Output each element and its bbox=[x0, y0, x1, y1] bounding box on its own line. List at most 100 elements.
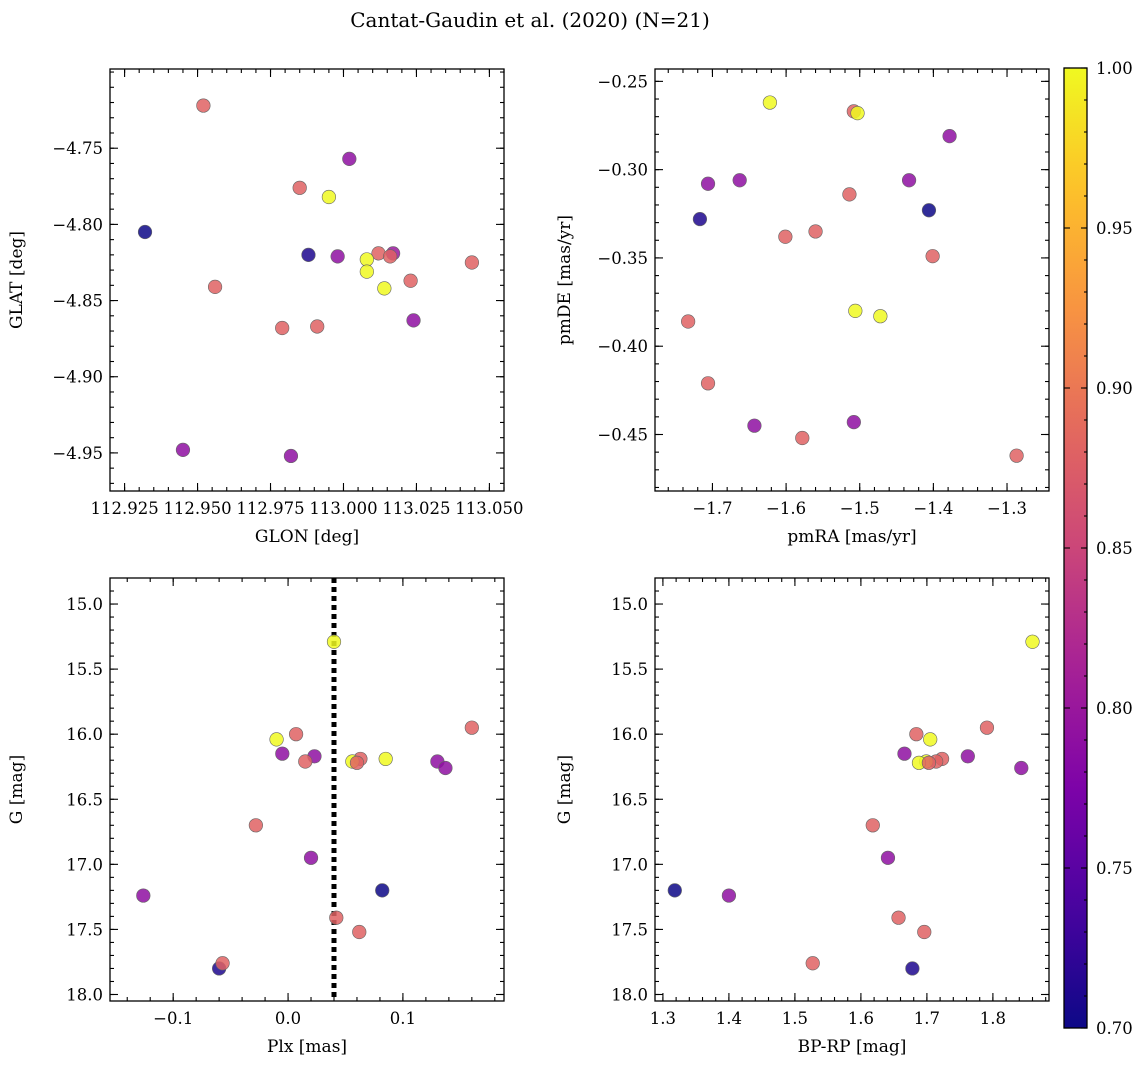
y-tick-label: −0.45 bbox=[597, 425, 648, 444]
figure-title: Cantat-Gaudin et al. (2020) (N=21) bbox=[350, 8, 710, 32]
data-point bbox=[175, 442, 191, 457]
x-tick-label: 1.7 bbox=[914, 1009, 940, 1028]
x-tick-label: 113.025 bbox=[382, 499, 450, 518]
data-point bbox=[352, 924, 367, 940]
colorbar-tick-label: 0.85 bbox=[1096, 539, 1133, 558]
panel-bprp-g: 1.3 1.4 1.5 1.6 1.7 1.8 15.0 15.5 16.0 16.5 17.0 17… bbox=[555, 577, 1050, 1057]
data-point bbox=[880, 850, 896, 865]
plot-frame bbox=[654, 68, 1050, 492]
plot-frame bbox=[654, 577, 1050, 1002]
data-point bbox=[897, 746, 912, 761]
y-tick-label: 16.0 bbox=[611, 725, 648, 744]
y-tick-label: −0.40 bbox=[597, 337, 648, 356]
x-tick-label: 0.1 bbox=[390, 1009, 416, 1028]
data-point bbox=[207, 279, 223, 294]
y-tick-label: 17.5 bbox=[66, 920, 103, 939]
data-point bbox=[288, 727, 304, 742]
colorbar-tick-label: 0.75 bbox=[1096, 859, 1133, 878]
y-tick-label: 17.0 bbox=[611, 855, 648, 874]
x-tick-label: 112.975 bbox=[236, 499, 304, 518]
y-tick-label: −0.35 bbox=[597, 249, 648, 268]
y-axis-label: GLAT [deg] bbox=[7, 231, 27, 329]
colorbar-gradient bbox=[1064, 68, 1087, 1028]
data-point bbox=[921, 203, 937, 218]
x-tick-label: 1.6 bbox=[848, 1009, 874, 1028]
data-point bbox=[248, 818, 263, 833]
data-point bbox=[979, 720, 995, 735]
data-point bbox=[721, 888, 737, 903]
x-tick-label: 112.925 bbox=[90, 499, 158, 518]
x-axis-label: GLON [deg] bbox=[255, 527, 359, 547]
y-tick-label: 15.5 bbox=[611, 660, 648, 679]
y-tick-label: −4.95 bbox=[52, 444, 103, 463]
data-point bbox=[873, 309, 888, 324]
x-tick-label: 112.950 bbox=[163, 499, 231, 518]
y-tick-label: 15.5 bbox=[66, 660, 103, 679]
data-point bbox=[700, 176, 716, 191]
data-point bbox=[310, 319, 325, 334]
y-tick-label: −4.80 bbox=[52, 215, 103, 234]
data-point bbox=[403, 273, 418, 288]
x-axis-label: BP-RP [mag] bbox=[798, 1037, 907, 1057]
y-tick-label: −4.85 bbox=[52, 292, 103, 311]
y-tick-label: −4.90 bbox=[52, 368, 103, 387]
x-tick-label: −1.7 bbox=[692, 499, 732, 518]
y-tick-label: 18.0 bbox=[611, 985, 648, 1004]
data-point bbox=[942, 128, 957, 144]
data-point bbox=[275, 320, 290, 336]
x-tick-label: −1.4 bbox=[913, 499, 953, 518]
data-point bbox=[1014, 760, 1029, 776]
data-point bbox=[301, 247, 316, 262]
data-point bbox=[1009, 448, 1024, 463]
x-axis-label: pmRA [mas/yr] bbox=[787, 527, 916, 547]
data-point bbox=[681, 314, 696, 329]
data-point bbox=[283, 448, 299, 464]
data-point bbox=[342, 151, 357, 166]
data-point bbox=[923, 732, 938, 747]
y-tick-label: −4.75 bbox=[52, 139, 103, 158]
panel-pmra-pmde: −1.7 −1.6 −1.5 −1.4 −1.3 −0.25 −0.30 −0.35 −0.40… bbox=[555, 68, 1050, 547]
data-point bbox=[375, 883, 390, 898]
panel-glon-glat: 112.925 112.950 112.975 113.000 113.025 113.0… bbox=[7, 68, 524, 547]
data-point bbox=[326, 634, 342, 649]
y-axis-label: pmDE [mas/yr] bbox=[555, 215, 575, 345]
y-tick-label: −0.25 bbox=[597, 72, 648, 91]
colorbar: 0.70 0.75 0.80 0.85 0.90 0.95 1.00 bbox=[1063, 59, 1133, 1038]
data-point bbox=[383, 249, 398, 264]
data-point bbox=[196, 98, 211, 113]
data-point bbox=[137, 224, 153, 240]
data-point bbox=[805, 956, 820, 971]
data-point bbox=[909, 727, 924, 742]
y-tick-label: 17.0 bbox=[66, 855, 103, 874]
data-point bbox=[865, 818, 880, 833]
data-point bbox=[215, 956, 230, 971]
x-tick-label: 113.000 bbox=[309, 499, 377, 518]
colorbar-tick-label: 1.00 bbox=[1096, 59, 1133, 78]
data-point bbox=[842, 187, 857, 202]
data-point bbox=[378, 751, 393, 767]
data-point bbox=[921, 755, 936, 770]
x-tick-label: −1.3 bbox=[987, 499, 1027, 518]
x-tick-label: 1.4 bbox=[716, 1009, 742, 1028]
data-point bbox=[438, 760, 453, 776]
data-point bbox=[464, 720, 479, 735]
x-tick-label: −1.6 bbox=[766, 499, 806, 518]
data-point bbox=[298, 754, 313, 769]
x-tick-label: 1.3 bbox=[650, 1009, 676, 1028]
data-point bbox=[269, 732, 284, 747]
y-axis-label: G [mag] bbox=[555, 755, 575, 824]
y-tick-label: 15.0 bbox=[611, 595, 648, 614]
plot-frame bbox=[109, 577, 505, 1002]
x-tick-label: 1.8 bbox=[980, 1009, 1006, 1028]
data-point bbox=[925, 249, 940, 264]
data-point bbox=[292, 180, 307, 195]
colorbar-tick-label: 0.90 bbox=[1096, 379, 1133, 398]
data-point bbox=[667, 883, 682, 898]
data-point bbox=[901, 173, 917, 188]
data-point bbox=[732, 173, 747, 188]
colorbar-tick-label: 0.95 bbox=[1096, 219, 1133, 238]
data-point bbox=[795, 430, 810, 446]
x-tick-label: 0.0 bbox=[275, 1009, 301, 1028]
panels: 112.925 112.950 112.975 113.000 113.025 113.0… bbox=[7, 68, 1050, 1057]
